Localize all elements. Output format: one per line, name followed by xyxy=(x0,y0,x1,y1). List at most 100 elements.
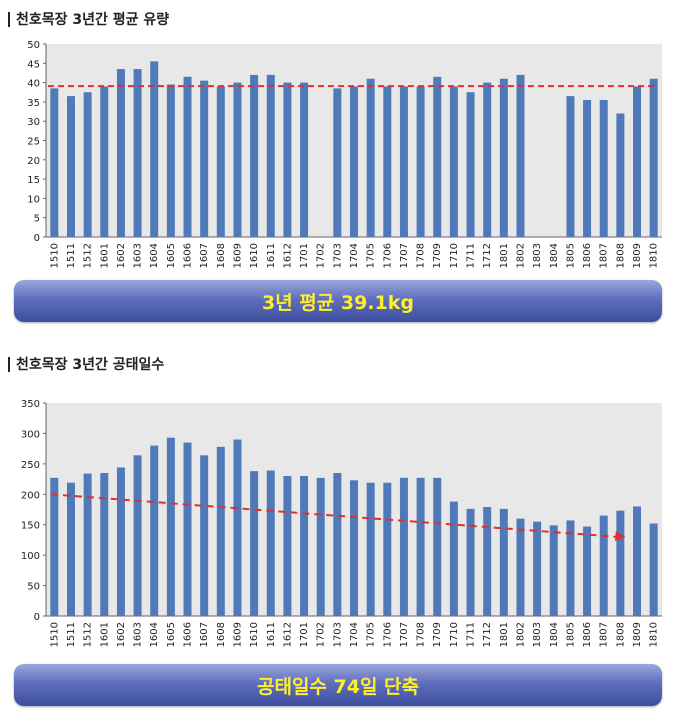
bar xyxy=(200,455,209,616)
bar xyxy=(416,477,425,616)
bar xyxy=(366,78,375,238)
x-tick-label: 1604 xyxy=(149,622,160,647)
bar xyxy=(583,99,592,237)
title-marker xyxy=(8,11,10,27)
x-tick-label: 1708 xyxy=(416,243,427,268)
bar xyxy=(499,78,508,238)
x-tick-label: 1810 xyxy=(649,243,660,268)
x-tick-label: 1612 xyxy=(282,243,293,268)
idle-reduction-banner-text: 공태일수 74일 단축 xyxy=(256,675,420,698)
x-tick-label: 1703 xyxy=(332,622,343,647)
milk-average-banner-text: 3년 평균 39.1kg xyxy=(261,291,414,314)
x-tick-label: 1802 xyxy=(515,243,526,268)
x-tick-label: 1604 xyxy=(149,243,160,268)
bar xyxy=(649,523,658,616)
x-tick-label: 1511 xyxy=(66,622,77,647)
bar xyxy=(216,86,225,238)
x-tick-label: 1805 xyxy=(565,243,576,268)
y-tick-label: 0 xyxy=(34,233,40,244)
y-tick-label: 15 xyxy=(27,175,40,186)
x-tick-label: 1806 xyxy=(582,622,593,647)
y-tick-label: 100 xyxy=(21,551,40,562)
y-tick-label: 50 xyxy=(27,40,40,51)
x-tick-label: 1707 xyxy=(399,622,410,647)
bar xyxy=(566,96,575,237)
bar xyxy=(266,74,275,237)
x-tick-label: 1611 xyxy=(266,243,277,268)
bar xyxy=(283,476,292,616)
y-tick-label: 20 xyxy=(27,156,40,167)
bar xyxy=(566,520,575,616)
y-tick-label: 30 xyxy=(27,117,40,128)
x-tick-label: 1804 xyxy=(549,243,560,268)
x-tick-label: 1805 xyxy=(565,622,576,647)
y-tick-label: 150 xyxy=(21,521,40,532)
bar xyxy=(383,86,392,238)
bar xyxy=(216,446,225,616)
bar xyxy=(250,471,259,616)
bar xyxy=(516,518,525,616)
x-tick-label: 1611 xyxy=(266,622,277,647)
x-tick-label: 1602 xyxy=(116,622,127,647)
bar xyxy=(166,437,175,616)
x-tick-label: 1712 xyxy=(482,243,493,268)
x-tick-label: 1608 xyxy=(216,243,227,268)
bar xyxy=(200,80,209,237)
x-tick-label: 1809 xyxy=(632,243,643,268)
y-tick-label: 25 xyxy=(27,137,40,148)
x-tick-label: 1710 xyxy=(449,243,460,268)
bar xyxy=(599,515,608,616)
y-tick-label: 350 xyxy=(21,399,40,410)
x-tick-label: 1801 xyxy=(499,622,510,647)
x-tick-label: 1702 xyxy=(316,622,327,647)
x-tick-label: 1707 xyxy=(399,243,410,268)
x-tick-label: 1711 xyxy=(466,243,477,268)
bar xyxy=(416,86,425,238)
bar xyxy=(83,473,92,616)
bar xyxy=(283,82,292,237)
bar xyxy=(483,82,492,237)
x-tick-label: 1603 xyxy=(133,243,144,268)
x-tick-label: 1808 xyxy=(615,622,626,647)
bar xyxy=(383,482,392,616)
y-tick-label: 40 xyxy=(27,79,40,90)
x-tick-label: 1708 xyxy=(416,622,427,647)
bar xyxy=(100,86,109,238)
y-tick-label: 50 xyxy=(27,582,40,593)
milk-yield-bar-chart: 0 5 10 15 20 25 30 35 40 45 50 1510 1511 1512 1601 1602… xyxy=(27,40,662,268)
bar xyxy=(399,477,408,616)
x-tick-label: 1603 xyxy=(133,622,144,647)
bar xyxy=(300,82,309,237)
bar xyxy=(116,467,125,616)
x-tick-label: 1710 xyxy=(449,622,460,647)
bar xyxy=(633,506,642,616)
bar xyxy=(100,472,109,616)
x-tick-label: 1804 xyxy=(549,622,560,647)
bar xyxy=(449,501,458,616)
x-tick-label: 1607 xyxy=(199,243,210,268)
y-tick-label: 200 xyxy=(21,490,40,501)
bar xyxy=(533,521,542,616)
x-tick-label: 1609 xyxy=(232,243,243,268)
bar xyxy=(50,477,59,616)
x-tick-label: 1704 xyxy=(349,622,360,647)
x-tick-label: 1608 xyxy=(216,622,227,647)
bar xyxy=(333,88,342,237)
x-tick-label: 1704 xyxy=(349,243,360,268)
bar xyxy=(250,74,259,237)
bar xyxy=(266,470,275,616)
x-tick-label: 1808 xyxy=(615,243,626,268)
bar xyxy=(350,480,358,616)
x-tick-label: 1801 xyxy=(499,243,510,268)
bar xyxy=(433,477,442,616)
y-tick-label: 0 xyxy=(34,612,40,623)
x-tick-label: 1607 xyxy=(199,622,210,647)
bar xyxy=(150,445,159,616)
bar xyxy=(300,476,309,616)
y-tick-label: 35 xyxy=(27,98,40,109)
milk-average-banner: 3년 평균 39.1kg xyxy=(14,280,662,322)
x-tick-label: 1705 xyxy=(366,243,377,268)
x-tick-label: 1703 xyxy=(332,243,343,268)
x-tick-label: 1803 xyxy=(532,243,543,268)
x-tick-label: 1802 xyxy=(515,622,526,647)
